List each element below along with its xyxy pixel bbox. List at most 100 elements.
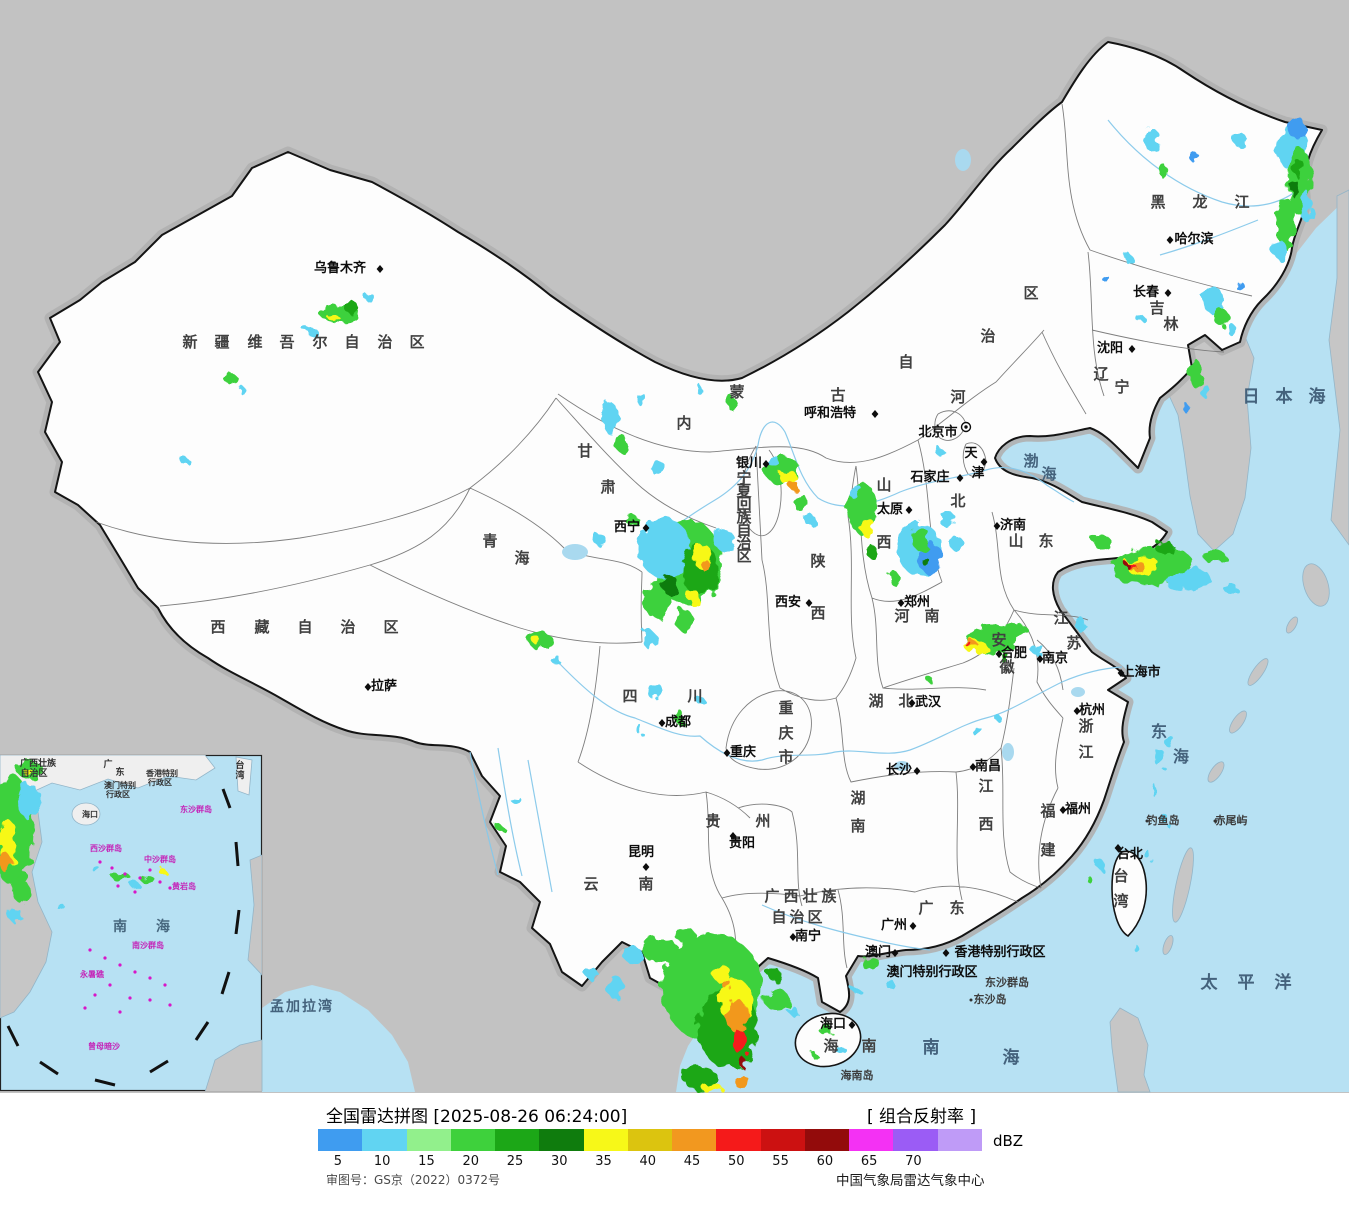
echo-blob [768,969,782,981]
province-label: 川 [686,687,702,705]
colorbar-segment [893,1129,938,1151]
sea-label: 南 [923,1037,940,1058]
colorbar-segment [495,1129,540,1151]
echo-blob [675,711,685,725]
province-label: 重 [778,699,793,717]
echo-blob [1276,198,1296,250]
ryukyu-island [1207,761,1225,783]
dbz-colorbar [318,1129,982,1151]
echo-blob [836,1046,846,1054]
reef-mark [98,860,102,864]
colorbar-segment [362,1129,407,1151]
city-label: 哈尔滨 [1174,231,1213,247]
echo-blob [733,1030,747,1054]
province-label: 河 [894,607,909,625]
okinawa-island [1172,847,1194,923]
product-name: [ 组合反射率 ] [867,1107,977,1127]
province-label: 四 [622,687,637,705]
inset-label: 广西壮族 [20,757,57,769]
city-marker-diamond [848,1021,856,1029]
dbz-tick-label: 55 [772,1154,789,1169]
island-label: 东沙群岛 [985,975,1029,989]
echo-blob [1301,190,1311,222]
echo-blob [849,485,863,499]
dbz-tick-label: 25 [506,1154,524,1169]
province-label: 西 [210,618,225,636]
taiwan-island [1111,850,1148,938]
province-label: 区 [807,908,822,926]
province-label: 安 [991,631,1006,649]
dbz-tick-label: 35 [595,1154,612,1169]
echo-blob [1164,737,1176,747]
inset-label: 行政区 [147,777,172,787]
city-marker-diamond [1036,655,1044,663]
city-marker-diamond [723,749,731,757]
dbz-tick-label: 10 [373,1154,391,1169]
echo-blob [812,1053,818,1059]
city-label: 西安 [775,594,801,610]
city-label: 上海市 [1121,664,1160,680]
city-label: 广州 [881,917,907,933]
reef-mark [88,948,92,952]
echo-blob [181,459,191,465]
province-label: 藏 [254,618,269,636]
echo-blob [238,387,246,393]
island-label: 赤尾屿 [1215,813,1248,827]
city-label: 拉萨 [371,678,397,694]
city-label: 澳门特别行政区 [886,964,977,980]
inset-borneo [204,1039,262,1091]
dbz-tick-label: 30 [550,1154,568,1169]
echo-blob [891,573,901,587]
echo-blob [697,385,703,395]
colorbar-segment [318,1129,363,1151]
inset-philippines [247,854,262,976]
province-label: 广 [918,899,933,917]
province-label: 治 [377,333,392,351]
reef-mark [110,866,114,870]
echo-blob [712,966,732,982]
province-label: 江 [1234,193,1249,211]
echo-blob [866,546,878,558]
echo-blob [1288,117,1306,139]
province-label: 江 [1078,743,1093,761]
province-label: 内 [676,414,691,432]
city-marker-diamond [909,922,917,930]
province-label: 黑 [1150,193,1165,211]
province-label: 治 [340,618,355,636]
province-label: 云 [583,875,598,893]
echo-blob [734,1076,750,1088]
city-marker-diamond [891,949,899,957]
sea-bay-of-bengal [262,985,415,1092]
ryukyu-island [1285,616,1299,634]
echo-blob [636,391,644,405]
province-label: 疆 [214,333,229,351]
colorbar-segment [760,1129,805,1151]
city-marker-diamond [942,949,950,957]
inset-nine-dash-line [6,788,241,1087]
echo-blob [1158,163,1166,177]
inset-label: 广 [103,758,112,770]
province-label: 自 [898,353,913,371]
dbz-tick-row: 5 10 15 20 25 30 35 40 45 50 55 60 65 70 [318,1154,1018,1170]
province-label: 山 [876,476,891,494]
tai-lake [1071,687,1085,697]
province-label: 吉 [1149,299,1164,317]
echo-blob [702,1083,722,1093]
echo-blob [602,402,618,434]
city-marker-diamond [789,933,797,941]
echo-blob [511,796,521,804]
radar-echo-layer [181,117,1312,1093]
city-marker-diamond [908,699,916,707]
province-label: 北 [950,492,965,510]
echo-blob [967,643,973,649]
city-label: 南宁 [795,928,821,944]
province-label: 西 [978,815,993,833]
reef-mark [123,872,127,876]
echo-blob [997,717,1003,723]
inset-label: 黄岩岛 [172,881,196,891]
island-label: 东沙岛 [974,992,1007,1006]
province-label: 蒙 [729,383,744,401]
province-label: 台 [1113,867,1128,885]
echo-blob [586,968,598,980]
hainan-island [794,1012,862,1068]
